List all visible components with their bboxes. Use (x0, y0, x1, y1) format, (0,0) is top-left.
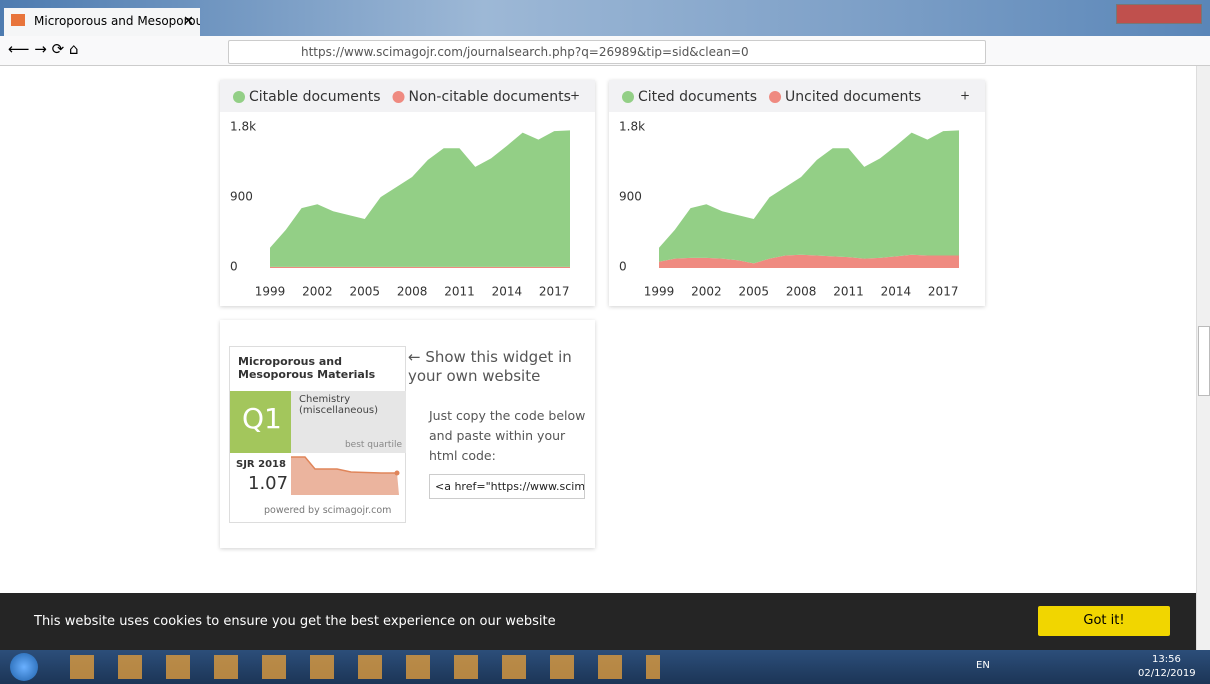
journal-title: Microporous and Mesoporous Materials (238, 355, 388, 381)
favicon (11, 14, 25, 26)
x-tick-label: 2002 (302, 285, 333, 299)
widget-card: Microporous and Mesoporous Materials Q1 … (220, 320, 595, 548)
code-input[interactable]: <a href="https://www.scima (429, 474, 585, 499)
x-tick-label: 2011 (444, 285, 475, 299)
x-tick-label: 1999 (255, 285, 286, 299)
legend-swatch (233, 91, 245, 103)
legend-label: Uncited documents (785, 89, 921, 105)
cookie-text: This website uses cookies to ensure you … (34, 614, 556, 629)
chart-card: Cited documents Uncited documents +0 900 1.8… (609, 80, 985, 306)
legend-swatch (622, 91, 634, 103)
x-tick-label: 2011 (833, 285, 864, 299)
tab-title: Microporous and Mesoporous (34, 14, 200, 28)
cookie-accept-button[interactable]: Got it! (1038, 606, 1170, 636)
y-tick-label: 0 (619, 260, 627, 274)
y-tick-label: 1.8k (230, 120, 256, 134)
legend-label: Citable documents (249, 89, 381, 105)
nav-buttons[interactable]: ⟵ → ⟳ ⌂ (8, 40, 78, 58)
x-tick-label: 2005 (349, 285, 380, 299)
y-tick-label: 900 (619, 190, 642, 204)
y-tick-label: 900 (230, 190, 253, 204)
quartile-note: best quartile (345, 440, 402, 450)
url-bar[interactable]: https://www.scimagojr.com/journalsearch.… (228, 40, 986, 64)
add-button: + (960, 89, 970, 103)
sjr-sparkline (291, 455, 405, 495)
taskbar-apps[interactable] (70, 655, 660, 679)
widget: Microporous and Mesoporous Materials Q1 … (229, 346, 406, 523)
category: Chemistry (miscellaneous) (299, 394, 379, 416)
x-tick-label: 1999 (644, 285, 675, 299)
scrollbar[interactable] (1196, 66, 1210, 650)
quartile: Q1 (230, 391, 291, 453)
add-button: + (570, 89, 580, 103)
url: https://www.scimagojr.com/journalsearch.… (301, 45, 749, 59)
area (659, 130, 959, 263)
sjr-label: SJR 2018 (236, 459, 286, 470)
start-button[interactable] (10, 653, 38, 681)
x-tick-label: 2017 (539, 285, 570, 299)
x-tick-label: 2008 (397, 285, 428, 299)
language[interactable]: EN (976, 660, 990, 671)
window-controls[interactable] (1116, 4, 1202, 24)
y-tick-label: 1.8k (619, 120, 645, 134)
area (270, 267, 570, 268)
category-box: Chemistry (miscellaneous) best quartile (291, 391, 406, 453)
clock-time: 13:56 (1152, 654, 1181, 665)
widget-instructions: Just copy the code below and paste withi… (429, 406, 589, 466)
legend-label: Non-citable documents (409, 89, 571, 105)
x-tick-label: 2014 (492, 285, 523, 299)
clock-date: 02/12/2019 (1138, 668, 1196, 679)
x-tick-label: 2014 (881, 285, 912, 299)
x-tick-label: 2005 (738, 285, 769, 299)
legend-swatch (769, 91, 781, 103)
taskbar: EN 13:56 02/12/2019 (0, 650, 1210, 684)
cookie-banner: This website uses cookies to ensure you … (0, 593, 1196, 650)
legend-swatch (393, 91, 405, 103)
page: Microporous and Mesoporous ✕ ⟵ → ⟳ ⌂ htt… (0, 0, 1210, 684)
chart-card: Citable documents Non-citable documents+0… (220, 80, 595, 306)
x-tick-label: 2002 (691, 285, 722, 299)
x-tick-label: 2017 (928, 285, 959, 299)
browser-tab[interactable]: Microporous and Mesoporous (4, 8, 200, 36)
x-tick-label: 2008 (786, 285, 817, 299)
sjr-value: 1.07 (248, 473, 288, 494)
close-tab[interactable]: ✕ (183, 14, 194, 29)
legend-label: Cited documents (638, 89, 757, 105)
y-tick-label: 0 (230, 260, 238, 274)
powered-by: powered by scimagojr.com (264, 505, 391, 516)
tab-bar: Microporous and Mesoporous ✕ (0, 0, 1210, 36)
scroll-thumb[interactable] (1198, 326, 1210, 396)
area (270, 130, 570, 266)
widget-heading: ← Show this widget in your own website (408, 348, 578, 386)
